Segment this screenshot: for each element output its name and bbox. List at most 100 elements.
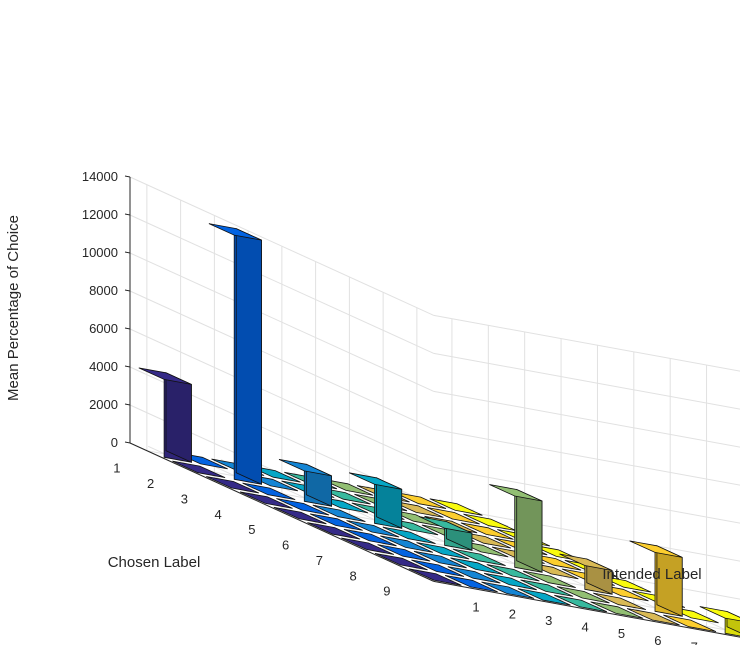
bar-top xyxy=(208,223,262,241)
bar-side xyxy=(165,372,192,463)
x-axis-label: Intended Label xyxy=(602,566,701,583)
bar-top xyxy=(629,540,683,558)
floor-tile-top xyxy=(341,537,395,555)
bar-side xyxy=(235,227,262,485)
x-tick-label: 2 xyxy=(509,606,516,621)
z-tick-mark xyxy=(124,251,131,254)
floor-tile-top xyxy=(416,542,470,560)
floor-tile-top xyxy=(307,522,361,540)
floor-tile-top xyxy=(452,548,506,566)
floor-tile-top xyxy=(426,507,480,525)
y-tick-label: 1 xyxy=(113,461,120,476)
floor-tile-top xyxy=(481,581,535,599)
z-tick-label: 10000 xyxy=(82,245,118,260)
x-axis-line xyxy=(433,580,740,638)
floor-tile-top xyxy=(486,564,540,582)
floor-tile-top xyxy=(663,614,717,632)
floor-tile-top xyxy=(522,570,576,588)
z-tick-label: 8000 xyxy=(89,283,118,298)
x-tick-label: 7 xyxy=(691,639,698,645)
grid-line xyxy=(129,328,740,524)
bar-side xyxy=(516,488,543,573)
y-tick-label: 5 xyxy=(248,522,255,537)
x-tick-label: 6 xyxy=(654,633,661,645)
z-tick-mark xyxy=(124,441,131,444)
x-tick-label: 3 xyxy=(545,613,552,628)
y-tick-label: 7 xyxy=(316,553,323,568)
y-tick-label: 8 xyxy=(350,568,357,583)
floor-tile-top xyxy=(377,544,431,562)
floor-tile-top xyxy=(408,568,462,586)
floor-tile-top xyxy=(517,588,571,606)
y-tick-label: 6 xyxy=(282,538,289,553)
z-tick-mark xyxy=(124,289,131,292)
z-axis-label: Mean Percentage of Choice xyxy=(5,215,22,401)
floor-tile-top xyxy=(276,498,330,516)
grid-line xyxy=(129,290,740,486)
floor-tile-top xyxy=(393,491,447,509)
bar-top xyxy=(489,484,543,502)
floor-tile-top xyxy=(460,522,514,540)
y-tick-label: 2 xyxy=(147,476,154,491)
z-tick-label: 6000 xyxy=(89,321,118,336)
bar-top xyxy=(559,553,613,571)
y-axis-label: Chosen Label xyxy=(108,554,201,571)
bar-top xyxy=(348,472,402,490)
floor-tile-top xyxy=(273,506,327,525)
floor-tile-top xyxy=(450,557,504,575)
floor-tile-top xyxy=(382,526,436,544)
z-tick-label: 4000 xyxy=(89,359,118,374)
x-tick-label: 1 xyxy=(472,600,479,615)
floor-tile-top xyxy=(380,535,434,553)
floor-tile-top xyxy=(429,498,483,516)
z-tick-mark xyxy=(124,175,131,178)
floor-tile-top xyxy=(556,586,610,604)
y-tick-label: 3 xyxy=(181,491,188,506)
grid-line xyxy=(129,252,740,448)
z-tick-mark xyxy=(124,327,131,330)
floor-tile-top xyxy=(483,572,537,591)
floor-tile-top xyxy=(309,513,363,531)
z-tick-label: 0 xyxy=(111,435,118,450)
z-tick-label: 14000 xyxy=(82,169,118,184)
grid-line xyxy=(129,214,740,410)
bar-top xyxy=(138,367,192,385)
tick-labels: 0 2000 4000 6000 8000 10000 12000 14000 1 2 3 4 5 6 7 8… xyxy=(82,169,698,645)
z-tick-label: 2000 xyxy=(89,397,118,412)
z-tick-mark xyxy=(124,213,131,216)
x-tick-label: 4 xyxy=(581,620,588,635)
floor-tile-top xyxy=(312,504,366,522)
bar-top xyxy=(419,516,473,534)
z-tick-mark xyxy=(124,403,131,406)
grid-line xyxy=(129,176,740,372)
floor-tile-top xyxy=(374,553,428,571)
floor-tile-top xyxy=(447,566,501,584)
floor-tile-top xyxy=(172,460,226,478)
floor-tile-top xyxy=(206,476,260,494)
z-tick-label: 12000 xyxy=(82,207,118,222)
y-axis-line xyxy=(129,442,434,582)
bar-top xyxy=(699,606,740,622)
floor-tile-top xyxy=(593,592,647,610)
x-tick-label: 5 xyxy=(618,626,625,641)
floor-tile-top xyxy=(444,575,498,593)
floor-tile-top xyxy=(554,594,608,613)
floor-tile-top xyxy=(320,478,374,496)
floor-tile-top xyxy=(411,559,465,577)
z-tick-mark xyxy=(124,365,131,368)
floor-tile-top xyxy=(626,608,680,626)
floor-tile-top xyxy=(242,482,296,500)
y-tick-label: 4 xyxy=(215,507,222,522)
floor-tile-top xyxy=(346,520,400,538)
floor-tile-top xyxy=(390,500,444,518)
grid-line xyxy=(129,442,740,638)
y-tick-label: 9 xyxy=(383,584,390,599)
bar-top xyxy=(278,459,332,477)
bars xyxy=(138,223,740,637)
floor-tile-top xyxy=(239,491,293,509)
floor-tile-top xyxy=(413,550,467,569)
floor-tile-top xyxy=(590,601,644,619)
floor-tile-top xyxy=(343,528,397,547)
floor-tile-top xyxy=(520,579,574,597)
